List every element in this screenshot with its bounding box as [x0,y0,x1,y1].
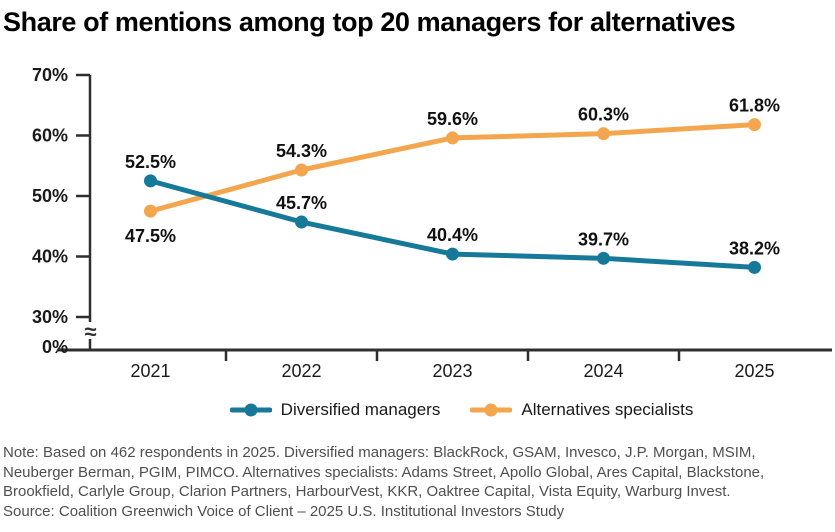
data-point [144,204,157,218]
data-point [144,174,157,188]
x-tick-label: 2023 [432,361,472,381]
data-point [748,260,761,274]
y-tick-label: 0% [42,337,68,357]
data-point-label: 47.5% [125,226,176,246]
legend-label: Alternatives specialists [521,400,694,419]
x-tick-label: 2021 [130,361,170,381]
data-point-label: 40.4% [427,225,478,245]
y-tick-label: 50% [32,186,68,206]
data-point-label: 60.3% [578,105,629,125]
legend-label: Diversified managers [280,400,441,419]
chart-footnote: Note: Based on 462 respondents in 2025. … [3,443,833,521]
data-point-label: 38.2% [729,238,780,258]
data-point [597,251,610,265]
chart-legend: Diversified managers Alternatives special… [88,396,835,424]
data-point [748,118,761,132]
y-tick-label: 70% [32,65,68,85]
y-tick-label: 40% [32,247,68,267]
footnote-line: Brookfield, Carlyle Group, Clarion Partn… [3,483,731,500]
chart-title: Share of mentions among top 20 managers … [3,7,736,37]
data-point [446,131,459,145]
legend-marker-icon [470,403,513,417]
footnote-line: Neuberger Berman, PGIM, PIMCO. Alternati… [3,463,765,481]
data-point [446,247,459,261]
data-point-label: 59.6% [427,109,478,129]
axis-break-mask [81,322,99,339]
x-tick-label: 2024 [583,361,623,381]
x-tick-label: 2025 [734,361,774,381]
legend-marker-icon [229,403,272,417]
axis-break-icon: ≈ [84,319,96,344]
y-tick-label: 30% [32,307,68,327]
data-point [295,215,308,229]
footnote-line: Note: Based on 462 respondents in 2025. … [3,444,756,461]
data-point-label: 39.7% [578,229,629,249]
chart-svg: 70% 60% 50% 40% 30% 0% ≈2021 2022 2023 2024 2025 52… [32,65,832,381]
legend-item: Diversified managers [229,400,441,420]
data-point [295,163,308,177]
data-point-label: 54.3% [276,141,327,161]
x-tick-label: 2022 [281,361,321,381]
source-line: Source: Coalition Greenwich Voice of Cli… [3,502,565,520]
y-tick-label: 60% [32,126,68,146]
data-point [597,127,610,141]
data-point-label: 61.8% [729,96,780,116]
data-point-label: 52.5% [125,152,176,172]
data-point-label: 45.7% [276,193,327,213]
legend-item: Alternatives specialists [470,400,693,420]
